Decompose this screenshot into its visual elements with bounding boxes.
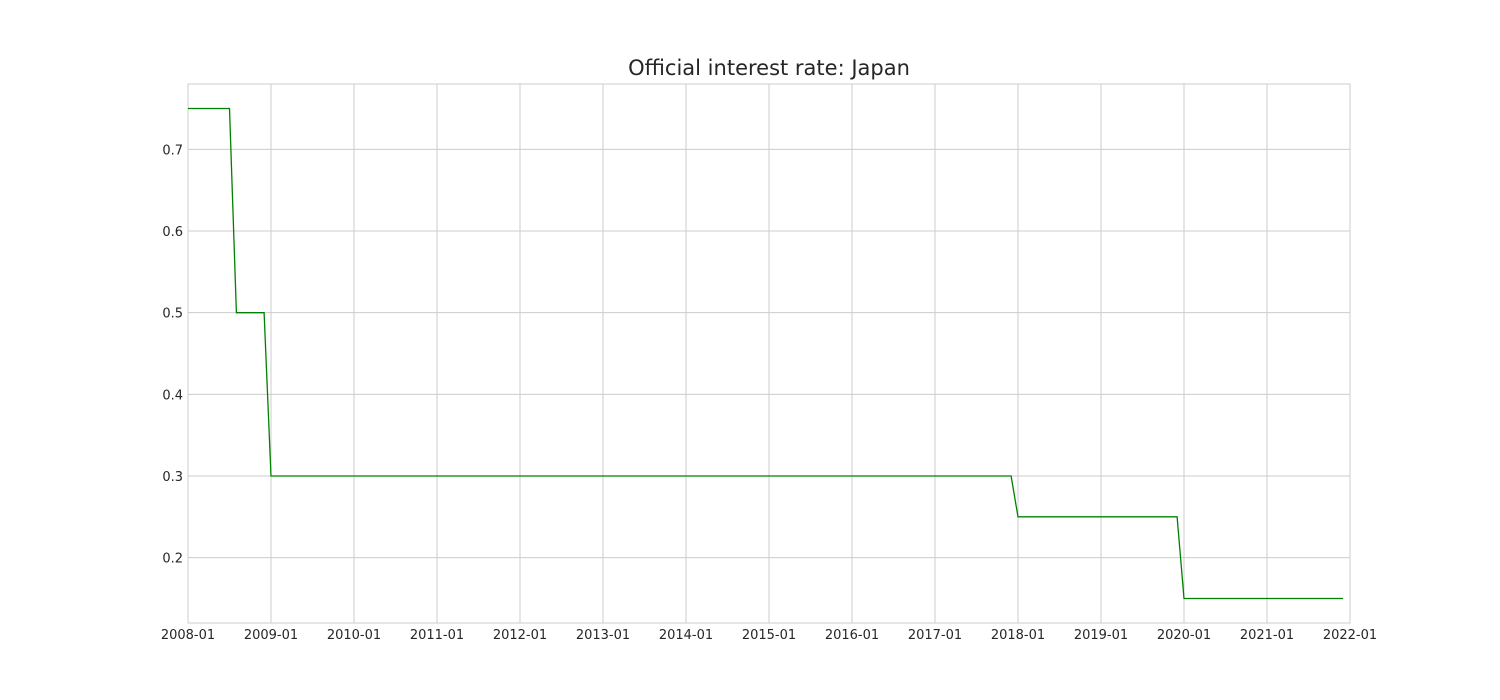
y-tick-label: 0.5 [162, 307, 183, 322]
x-tick-label: 2017-01 [908, 628, 962, 643]
y-tick-label: 0.7 [162, 143, 183, 158]
x-tick-label: 2009-01 [244, 628, 298, 643]
chart-title: Official interest rate: Japan [628, 56, 910, 80]
y-tick-label: 0.6 [162, 225, 183, 240]
x-tick-label: 2010-01 [327, 628, 381, 643]
x-axis-ticks: 2008-01 2009-01 2010-01 2011-01 2012-01 2013-… [161, 628, 1377, 643]
series-layer [188, 107, 1344, 600]
y-tick-label: 0.4 [162, 388, 183, 403]
x-tick-label: 2014-01 [659, 628, 713, 643]
x-tick-label: 2022-01 [1323, 628, 1377, 643]
x-tick-label: 2008-01 [161, 628, 215, 643]
x-tick-label: 2012-01 [493, 628, 547, 643]
y-tick-label: 0.3 [162, 470, 183, 485]
x-tick-label: 2018-01 [991, 628, 1045, 643]
x-tick-label: 2013-01 [576, 628, 630, 643]
grid [187, 84, 1351, 623]
x-tick-label: 2016-01 [825, 628, 879, 643]
x-tick-label: 2019-01 [1074, 628, 1128, 643]
y-tick-label: 0.2 [162, 552, 183, 567]
x-tick-label: 2015-01 [742, 628, 796, 643]
x-tick-label: 2020-01 [1157, 628, 1211, 643]
series-line [188, 107, 1344, 600]
x-tick-label: 2011-01 [410, 628, 464, 643]
y-axis-ticks: 0.2 0.3 0.4 0.5 0.6 0.7 [162, 143, 183, 566]
plot-frame [187, 83, 1351, 624]
x-tick-label: 2021-01 [1240, 628, 1294, 643]
